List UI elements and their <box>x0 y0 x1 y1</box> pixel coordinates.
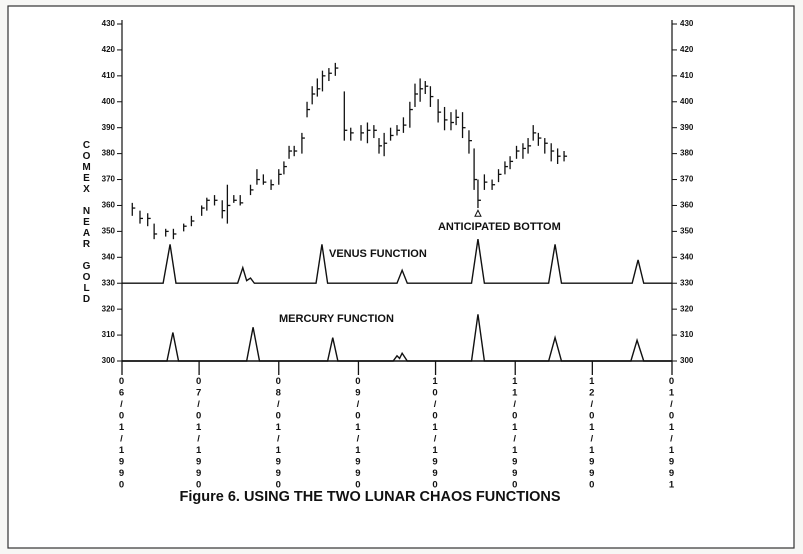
x-tick-label: 07/01/1990 <box>193 376 205 491</box>
x-tick-label: 01/01/1991 <box>666 376 677 491</box>
y2-tick-label: 300 <box>680 356 694 365</box>
x-tick-label: 12/01/1990 <box>586 376 598 491</box>
function-line <box>122 314 672 362</box>
y-tick-label: 360 <box>102 201 116 210</box>
y2-tick-label: 360 <box>680 201 694 210</box>
y-tick-label: 330 <box>102 278 116 287</box>
y-tick-label: 400 <box>102 97 116 106</box>
y2-tick-label: 320 <box>680 304 694 313</box>
y-tick-label: 320 <box>102 304 116 313</box>
annotation-marker <box>474 209 482 217</box>
y2-tick-label: 310 <box>680 330 694 339</box>
y-tick-label: 350 <box>102 226 116 235</box>
y2-tick-label: 430 <box>680 19 694 28</box>
mercury-label: MERCURY FUNCTION <box>279 313 394 325</box>
function-line <box>122 239 672 284</box>
x-tick-label: 09/01/1990 <box>352 376 364 491</box>
y-tick-label: 300 <box>102 356 116 365</box>
chart-title: Figure 6. USING THE TWO LUNAR CHAOS FUNC… <box>179 489 560 505</box>
y-tick-label: 340 <box>102 252 116 261</box>
y2-tick-label: 370 <box>680 175 694 184</box>
venus-label: VENUS FUNCTION <box>329 248 427 260</box>
y-tick-label: 430 <box>102 19 116 28</box>
frame <box>7 5 795 549</box>
x-tick-label: 08/01/1990 <box>272 376 284 491</box>
y-tick-label: 310 <box>102 330 116 339</box>
x-tick-label: 11/01/1990 <box>509 376 521 491</box>
y-axis-label: COMEX NEAR GOLD <box>81 140 92 305</box>
y-tick-label: 380 <box>102 149 116 158</box>
y-tick-label: 390 <box>102 123 116 132</box>
y-tick-label: 370 <box>102 175 116 184</box>
y2-tick-label: 410 <box>680 71 694 80</box>
y2-tick-label: 380 <box>680 149 694 158</box>
y2-tick-label: 420 <box>680 45 694 54</box>
y-tick-label: 410 <box>102 71 116 80</box>
x-tick-label: 10/01/1990 <box>429 376 441 491</box>
annotation-label: ANTICIPATED BOTTOM <box>438 221 561 233</box>
x-tick-label: 06/01/1990 <box>116 376 127 491</box>
y2-tick-label: 340 <box>680 252 694 261</box>
y2-tick-label: 350 <box>680 226 694 235</box>
y-tick-label: 420 <box>102 45 116 54</box>
y2-tick-label: 330 <box>680 278 694 287</box>
y2-tick-label: 390 <box>680 123 694 132</box>
y2-tick-label: 400 <box>680 97 694 106</box>
